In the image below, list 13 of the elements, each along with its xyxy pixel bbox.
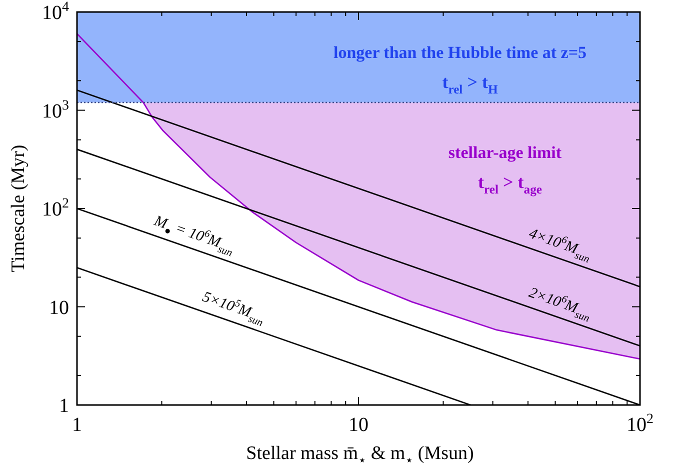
text: stellar-age limit: [448, 143, 562, 162]
annotation: t$_{rel}$ > t$_{H}$: [442, 72, 498, 96]
annotation: t$_{rel}$ > t$_{age}$: [478, 172, 542, 196]
x-tick-label: 10$^{2}$: [626, 412, 654, 436]
y-tick-label: 10$^{4}$: [42, 0, 69, 24]
y-axis-title: Timescale (Myr): [8, 144, 29, 272]
x-tick-label: 10: [348, 414, 368, 436]
y-tick-label: 10$^{2}$: [42, 196, 69, 220]
band-label: longer than the Hubble time at z=5: [333, 43, 587, 62]
x-axis-title: Stellar mass m̄$_{⋆}$ & m$_{⋆}$ (Msun): [246, 443, 474, 466]
y-tick-label: 10$^{3}$: [42, 98, 69, 122]
y-tick-label: 10: [49, 296, 69, 319]
y-tick-label: 1: [59, 395, 69, 417]
